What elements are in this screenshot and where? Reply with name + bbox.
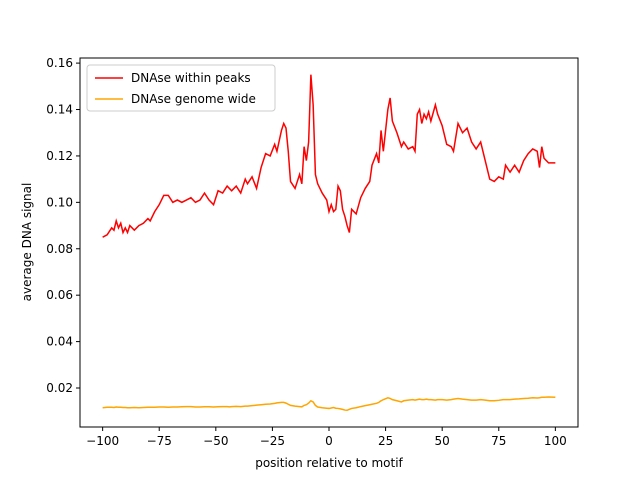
y-tick-label: 0.10 [46, 195, 73, 209]
legend-label: DNAse within peaks [131, 71, 251, 85]
y-tick-label: 0.02 [46, 381, 73, 395]
y-axis-label: average DNA signal [20, 183, 34, 302]
x-axis-label: position relative to motif [255, 456, 403, 470]
x-tick-label: −50 [203, 434, 228, 448]
x-tick-label: −100 [86, 434, 119, 448]
y-tick-label: 0.14 [46, 103, 73, 117]
y-tick-label: 0.16 [46, 56, 73, 70]
x-tick-label: 75 [491, 434, 506, 448]
axes-frame [79, 57, 579, 428]
line-series [102, 396, 556, 412]
x-tick-label: −25 [260, 434, 285, 448]
legend-label: DNAse genome wide [131, 92, 256, 106]
legend-box [86, 64, 276, 112]
line-series [102, 74, 556, 238]
x-tick-label: −75 [147, 434, 172, 448]
y-tick-label: 0.04 [46, 335, 73, 349]
y-tick-label: 0.06 [46, 288, 73, 302]
x-tick-label: 100 [544, 434, 567, 448]
x-tick-label: 0 [325, 434, 333, 448]
x-tick-label: 50 [435, 434, 450, 448]
y-tick-label: 0.12 [46, 149, 73, 163]
x-tick-label: 25 [378, 434, 393, 448]
y-tick-label: 0.08 [46, 242, 73, 256]
